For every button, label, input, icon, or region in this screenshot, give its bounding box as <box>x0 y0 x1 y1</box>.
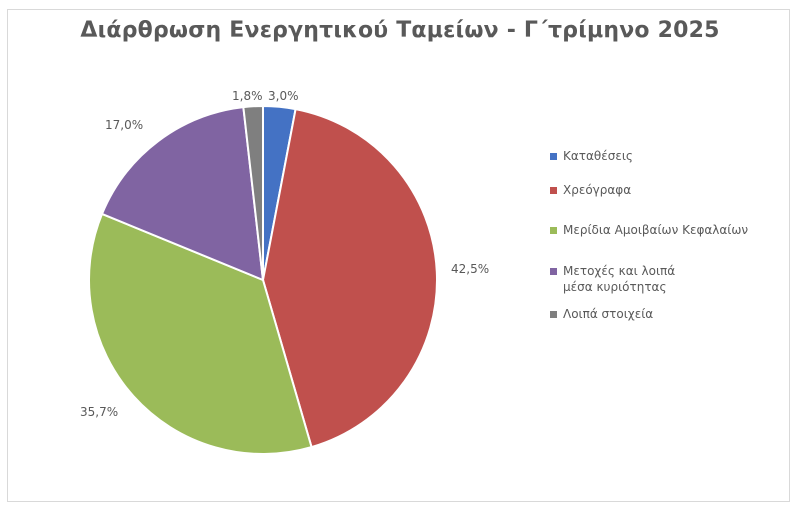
chart-title: Διάρθρωση Ενεργητικού Ταμείων - Γ΄τρίμην… <box>80 18 720 43</box>
pie-slice-mutual-funds[interactable] <box>88 212 313 455</box>
legend-swatch-icon <box>550 268 557 275</box>
legend-swatch-icon <box>550 187 557 194</box>
legend-swatch-icon <box>550 227 557 234</box>
legend-label: Μερίδια Αμοιβαίων Κεφαλαίων <box>563 223 749 237</box>
pie-slice-other[interactable] <box>242 104 264 281</box>
legend-swatch-icon <box>550 311 557 318</box>
data-label-equities: 17,0% <box>105 118 144 132</box>
legend-swatch-icon <box>550 153 557 160</box>
legend-label: Λοιπά στοιχεία <box>563 307 654 321</box>
pie-slice-securities[interactable] <box>261 107 438 449</box>
data-label-deposits: 3,0% <box>268 89 299 103</box>
pie-slice-equities[interactable] <box>100 106 265 282</box>
data-label-securities: 42,5% <box>451 262 490 276</box>
legend-label: Μετοχές και λοιπά μέσα κυριότητας <box>563 264 676 294</box>
pie-slices <box>88 104 438 455</box>
legend-label: Χρεόγραφα <box>563 183 632 197</box>
data-label-mutual-funds: 35,7% <box>80 405 119 419</box>
legend-label: Καταθέσεις <box>563 149 633 163</box>
data-label-other: 1,8% <box>232 89 263 103</box>
